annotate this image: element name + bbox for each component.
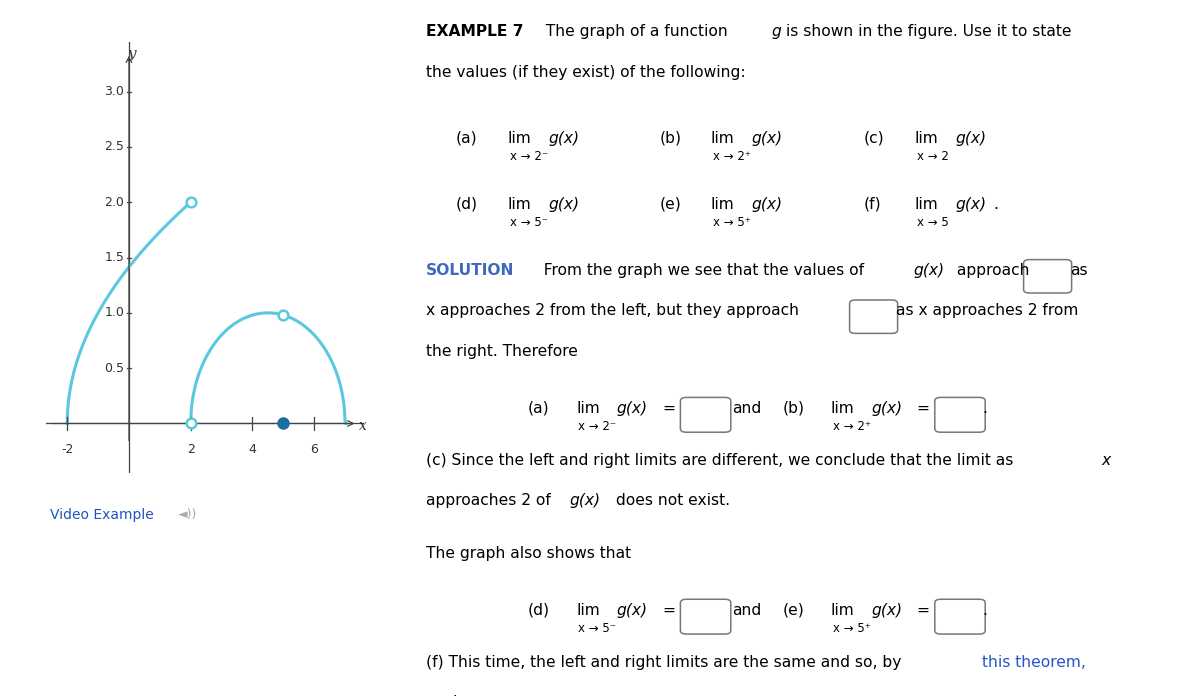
Text: .: .: [983, 603, 988, 618]
Text: 1.5: 1.5: [104, 251, 125, 264]
Text: as: as: [1070, 263, 1088, 278]
Text: and: and: [732, 401, 761, 416]
Text: lim: lim: [508, 197, 532, 212]
Text: this theorem,: this theorem,: [982, 655, 1086, 670]
Text: From the graph we see that the values of: From the graph we see that the values of: [534, 263, 869, 278]
Text: lim: lim: [830, 401, 854, 416]
Text: (f) This time, the left and right limits are the same and so, by: (f) This time, the left and right limits…: [426, 655, 906, 670]
Text: .: .: [994, 197, 998, 212]
Text: lim: lim: [914, 131, 938, 146]
Text: lim: lim: [576, 401, 600, 416]
Text: g(x): g(x): [871, 401, 902, 416]
Text: The graph also shows that: The graph also shows that: [426, 546, 631, 561]
Text: g(x): g(x): [751, 197, 782, 212]
Text: y: y: [127, 47, 136, 61]
Text: lim: lim: [710, 131, 734, 146]
Text: =: =: [662, 603, 676, 618]
Text: (a): (a): [456, 131, 478, 146]
Text: g(x): g(x): [913, 263, 944, 278]
Text: (b): (b): [660, 131, 682, 146]
Text: the values (if they exist) of the following:: the values (if they exist) of the follow…: [426, 65, 745, 80]
Text: (b): (b): [782, 401, 804, 416]
Text: does not exist.: does not exist.: [611, 493, 730, 509]
Text: lim: lim: [710, 197, 734, 212]
Text: 0.5: 0.5: [104, 362, 125, 374]
Text: 2.0: 2.0: [104, 196, 125, 209]
Text: 1.0: 1.0: [104, 306, 125, 319]
Text: Video Example: Video Example: [50, 508, 154, 522]
Text: x → 2⁻: x → 2⁻: [578, 420, 617, 434]
Text: lim: lim: [576, 603, 600, 618]
Text: lim: lim: [914, 197, 938, 212]
Text: x → 2⁺: x → 2⁺: [713, 150, 751, 164]
Text: g(x): g(x): [871, 603, 902, 618]
Text: The graph of a function: The graph of a function: [536, 24, 733, 40]
Text: 2: 2: [187, 443, 194, 457]
Text: (e): (e): [660, 197, 682, 212]
Text: the right. Therefore: the right. Therefore: [426, 344, 578, 359]
Text: g(x): g(x): [548, 197, 580, 212]
Text: x → 5⁺: x → 5⁺: [713, 216, 751, 230]
Text: x: x: [359, 419, 367, 433]
Text: x → 2⁻: x → 2⁻: [510, 150, 548, 164]
Text: 4: 4: [248, 443, 257, 457]
Text: (c) Since the left and right limits are different, we conclude that the limit as: (c) Since the left and right limits are …: [426, 453, 1019, 468]
Text: and: and: [732, 603, 761, 618]
Text: g(x): g(x): [955, 197, 986, 212]
Text: =: =: [917, 603, 930, 618]
Text: g(x): g(x): [548, 131, 580, 146]
Text: g(x): g(x): [955, 131, 986, 146]
Text: =: =: [662, 401, 676, 416]
Text: 6: 6: [311, 443, 318, 457]
Text: -2: -2: [61, 443, 73, 457]
Text: x → 5⁻: x → 5⁻: [578, 622, 617, 635]
Text: is shown in the figure. Use it to state: is shown in the figure. Use it to state: [781, 24, 1072, 40]
Text: g(x): g(x): [617, 401, 648, 416]
Text: (e): (e): [782, 603, 804, 618]
Text: g(x): g(x): [751, 131, 782, 146]
Text: approaches 2 of: approaches 2 of: [426, 493, 556, 509]
Text: =: =: [917, 401, 930, 416]
Text: x approaches 2 from the left, but they approach: x approaches 2 from the left, but they a…: [426, 303, 799, 319]
Text: (d): (d): [456, 197, 478, 212]
Text: lim: lim: [830, 603, 854, 618]
Text: g(x): g(x): [617, 603, 648, 618]
Text: g: g: [772, 24, 781, 40]
Text: 3.0: 3.0: [104, 85, 125, 98]
Text: g(x): g(x): [570, 493, 601, 509]
Text: (d): (d): [528, 603, 550, 618]
Text: as x approaches 2 from: as x approaches 2 from: [896, 303, 1079, 319]
Text: (c): (c): [864, 131, 884, 146]
Text: .: .: [983, 401, 988, 416]
Text: (a): (a): [528, 401, 550, 416]
Text: x: x: [1102, 453, 1111, 468]
Text: x → 5⁻: x → 5⁻: [510, 216, 548, 230]
Text: x → 2⁺: x → 2⁺: [833, 420, 871, 434]
Text: x → 2: x → 2: [917, 150, 949, 164]
Text: ◄)): ◄)): [178, 508, 197, 521]
Text: lim: lim: [508, 131, 532, 146]
Text: 2.5: 2.5: [104, 141, 125, 153]
Text: (f): (f): [864, 197, 882, 212]
Text: approach: approach: [952, 263, 1030, 278]
Text: SOLUTION: SOLUTION: [426, 263, 515, 278]
Text: x → 5⁺: x → 5⁺: [833, 622, 871, 635]
Text: EXAMPLE 7: EXAMPLE 7: [426, 24, 523, 40]
Text: x → 5: x → 5: [917, 216, 948, 230]
